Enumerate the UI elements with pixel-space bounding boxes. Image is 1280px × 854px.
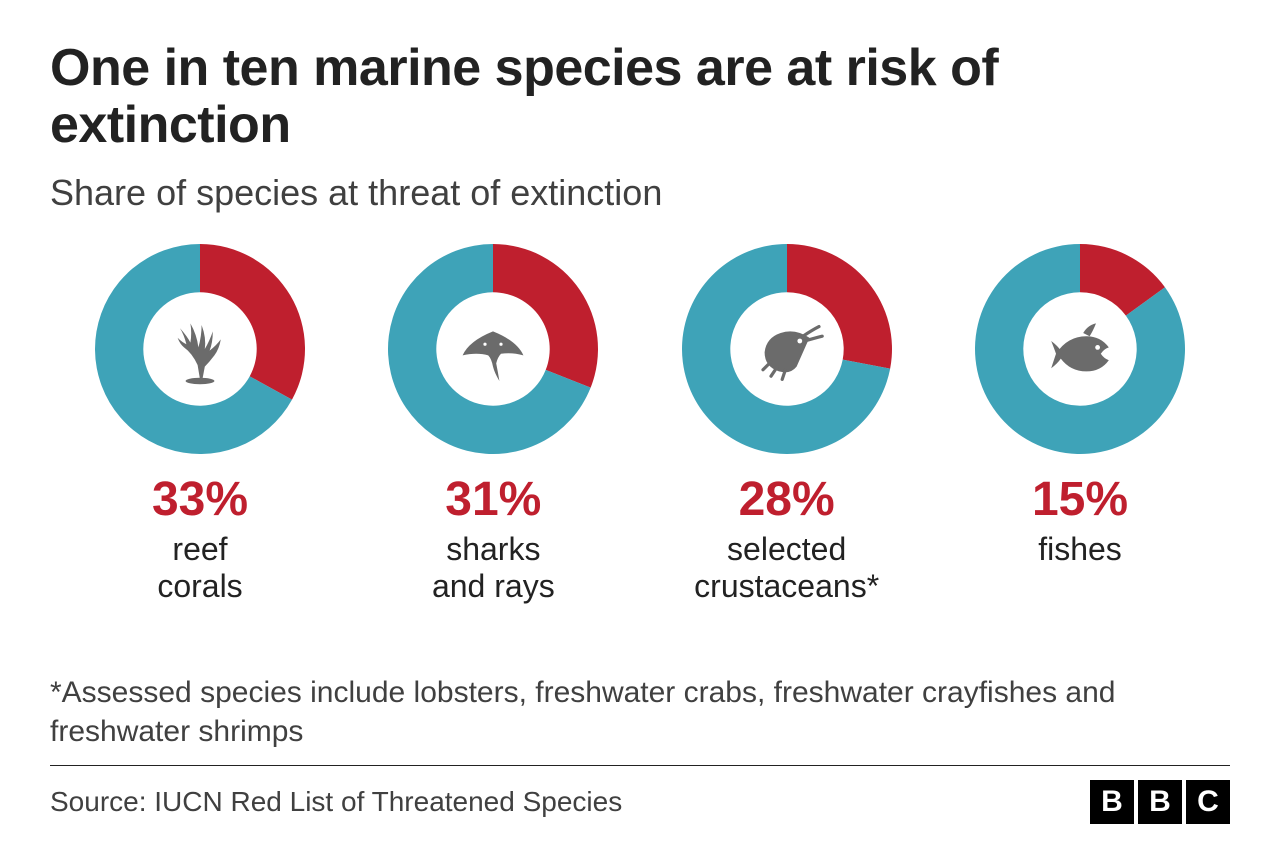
chart-item-fishes: 15% fishes — [960, 244, 1200, 605]
source-text: Source: IUCN Red List of Threatened Spec… — [50, 786, 622, 818]
chart-label: fishes — [1038, 531, 1122, 568]
chart-label: sharks and rays — [432, 531, 555, 605]
page-title: One in ten marine species are at risk of… — [50, 40, 1230, 154]
donut-reef-corals — [95, 244, 305, 454]
donut-fishes — [975, 244, 1185, 454]
percent-value: 28% — [739, 472, 835, 527]
percent-value: 33% — [152, 472, 248, 527]
bbc-logo-box: B — [1138, 780, 1182, 824]
ray-icon — [438, 294, 548, 404]
charts-row: 33%reef corals31%sharks and rays28%selec… — [50, 244, 1230, 605]
bbc-logo-box: C — [1186, 780, 1230, 824]
donut-sharks-rays — [388, 244, 598, 454]
percent-value: 15% — [1032, 472, 1128, 527]
chart-label: reef corals — [157, 531, 242, 605]
bbc-logo-box: B — [1090, 780, 1134, 824]
fish-icon — [1025, 294, 1135, 404]
bbc-logo: BBC — [1090, 780, 1230, 824]
chart-item-crustaceans: 28%selected crustaceans* — [667, 244, 907, 605]
chart-item-sharks-rays: 31%sharks and rays — [373, 244, 613, 605]
shrimp-icon — [732, 294, 842, 404]
percent-value: 31% — [445, 472, 541, 527]
coral-icon — [145, 294, 255, 404]
chart-label: selected crustaceans* — [694, 531, 879, 605]
donut-crustaceans — [682, 244, 892, 454]
chart-item-reef-corals: 33%reef corals — [80, 244, 320, 605]
footer-row: Source: IUCN Red List of Threatened Spec… — [50, 766, 1230, 824]
subtitle: Share of species at threat of extinction — [50, 172, 1230, 214]
footnote: *Assessed species include lobsters, fres… — [50, 673, 1230, 765]
